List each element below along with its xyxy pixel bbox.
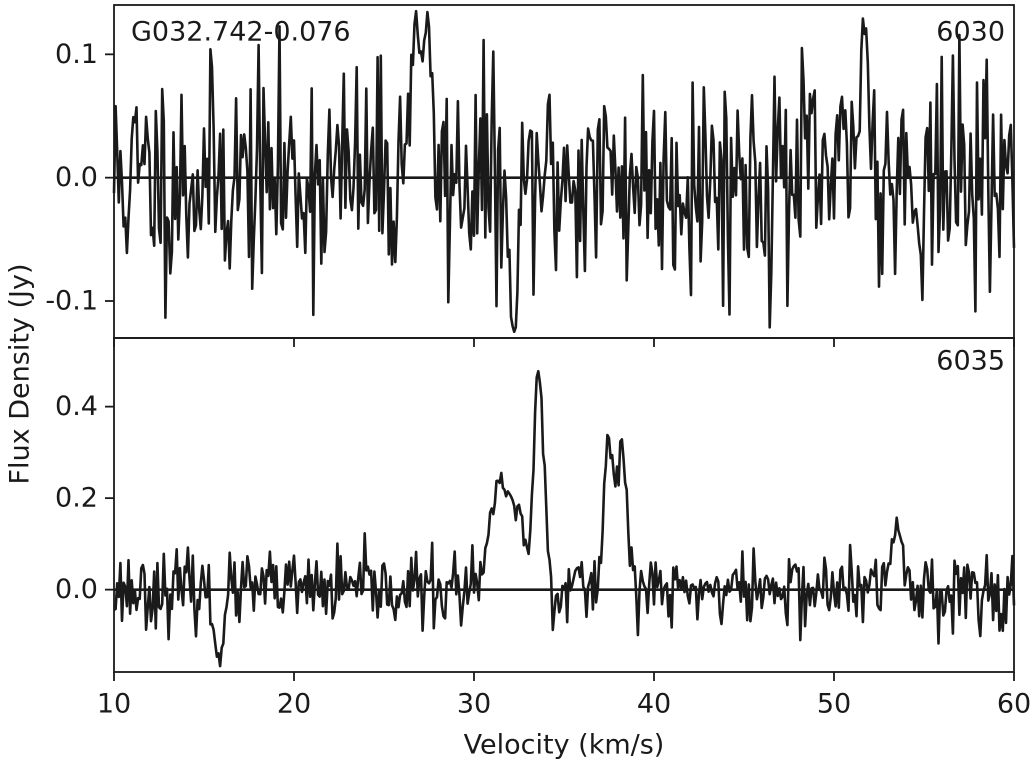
x-tick-label: 20	[277, 689, 311, 720]
x-tick-label: 10	[97, 689, 131, 720]
x-tick-label: 30	[457, 689, 491, 720]
panel-label-6030: 6030	[936, 17, 1005, 48]
x-tick-label: 40	[637, 689, 671, 720]
y-tick-label: 0.0	[55, 574, 98, 605]
y-tick-label: 0.1	[55, 39, 98, 70]
axes-frame-6035	[113, 337, 1015, 673]
spectrum-line-6030	[112, 9, 1016, 334]
x-tick-label: 60	[997, 689, 1031, 720]
y-tick-label: 0.0	[55, 162, 98, 193]
panel-6035: 0.4 0.2 0.0 10 20 30 40 50 60 6035	[55, 337, 1031, 720]
y-tick-label: -0.1	[45, 286, 98, 317]
y-tick-label: 0.4	[55, 391, 98, 422]
source-label: G032.742-0.076	[131, 17, 351, 48]
y-ticks-6030: 0.1 0.0 -0.1	[45, 39, 114, 317]
y-axis-title: Flux Density (Jy)	[5, 264, 36, 485]
panel-label-6035: 6035	[936, 346, 1005, 377]
panel-6030: 0.1 0.0 -0.1 G032.742-0.076 6030	[45, 4, 1016, 347]
y-ticks-6035: 0.4 0.2 0.0	[55, 391, 114, 605]
x-axis-title: Velocity (km/s)	[464, 730, 665, 761]
x-tick-label: 50	[817, 689, 851, 720]
y-tick-label: 0.2	[55, 483, 98, 514]
x-ticks-6035: 10 20 30 40 50 60	[97, 672, 1031, 720]
